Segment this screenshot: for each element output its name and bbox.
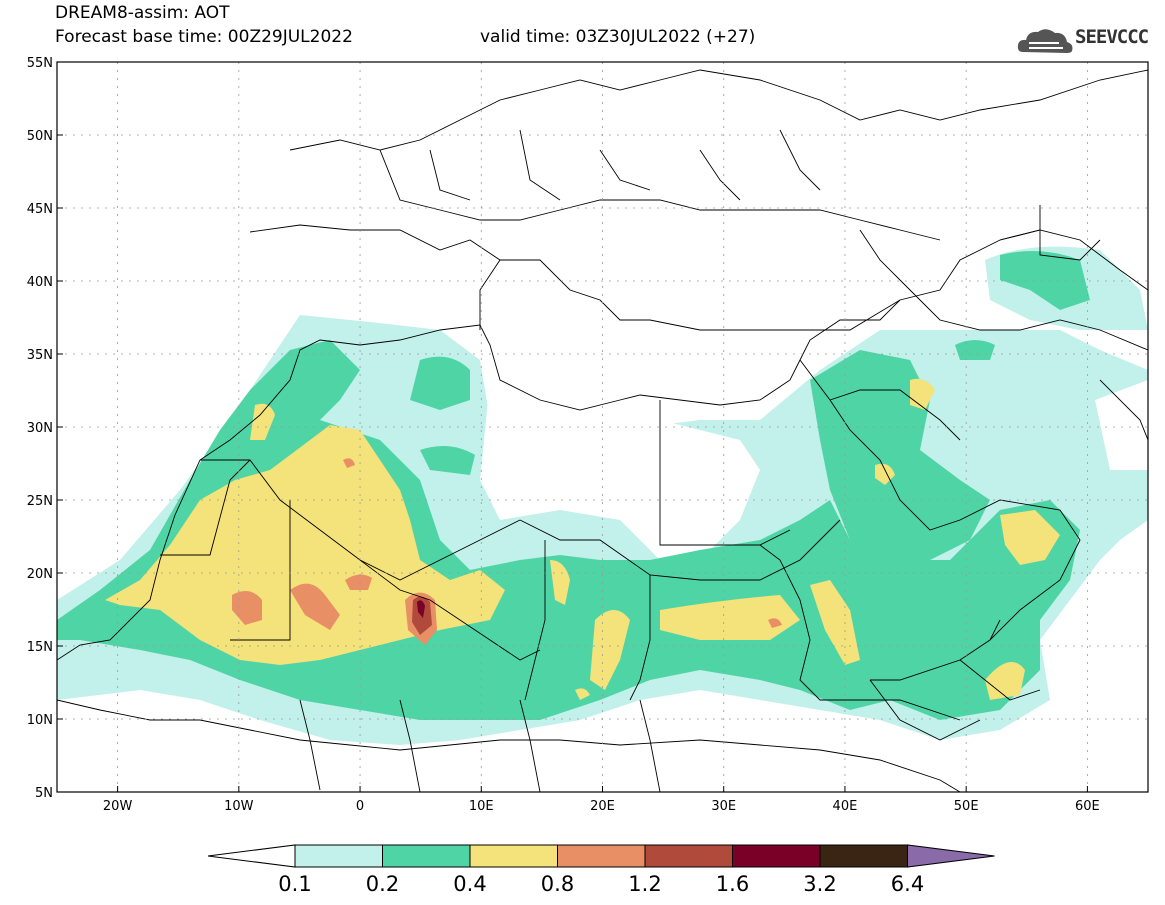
lat-label: 50N: [27, 129, 53, 144]
lon-label: 10E: [469, 799, 494, 814]
colorbar: 0.1 0.2 0.4 0.8 1.2 1.6 3.2 6.4: [207, 844, 995, 896]
lat-label: 5N: [35, 786, 53, 801]
colorbar-swatch: [382, 844, 471, 868]
aot-band-0.8: [232, 591, 262, 625]
colorbar-swatch: [557, 844, 646, 868]
colorbar-label: 0.2: [366, 872, 399, 896]
colorbar-min-arrow: [207, 844, 296, 868]
lon-label: 0: [356, 799, 364, 814]
colorbar-label: 3.2: [803, 872, 836, 896]
longitude-labels: 20W 10W 0 10E 20E 30E 40E 50E 60E: [103, 786, 1100, 814]
lat-label: 35N: [27, 348, 53, 363]
colorbar-label: 6.4: [891, 872, 924, 896]
valid-time: valid time: 03Z30JUL2022 (+27): [480, 27, 756, 47]
graticule: [57, 62, 1148, 792]
colorbar-swatch: [819, 844, 908, 868]
aot-band-1.6: [417, 600, 425, 618]
lon-label: 50E: [954, 799, 979, 814]
colorbar-swatch: [644, 844, 733, 868]
lat-label: 10N: [27, 713, 53, 728]
lat-label: 45N: [27, 202, 53, 217]
lon-label: 60E: [1075, 799, 1100, 814]
colorbar-label: 0.1: [278, 872, 311, 896]
lat-label: 55N: [27, 56, 53, 71]
colorbar-label: 1.2: [628, 872, 661, 896]
lat-label: 15N: [27, 640, 53, 655]
colorbar-label: 1.6: [716, 872, 749, 896]
aot-contours: [57, 246, 1148, 745]
lon-label: 10W: [224, 799, 254, 814]
colorbar-label: 0.8: [541, 872, 574, 896]
latitude-labels: 55N 50N 45N 40N 35N 30N 25N 20N 15N 10N 5N: [27, 56, 63, 801]
colorbar-label: 0.4: [453, 872, 486, 896]
colorbar-swatch: [732, 844, 821, 868]
lat-label: 30N: [27, 421, 53, 436]
map-title: DREAM8-assim: AOT: [55, 3, 230, 23]
lat-label: 25N: [27, 494, 53, 509]
lon-label: 20W: [103, 799, 133, 814]
colorbar-swatch: [469, 844, 558, 868]
forecast-base-time: Forecast base time: 00Z29JUL2022: [55, 27, 353, 47]
lon-label: 40E: [833, 799, 858, 814]
colorbar-swatch: [294, 844, 383, 868]
aot-band-0.4: [105, 425, 505, 665]
logo-text: SEEVCCC: [1075, 26, 1149, 48]
colorbar-max-arrow: [907, 844, 995, 868]
lat-label: 40N: [27, 275, 53, 290]
lon-label: 30E: [711, 799, 736, 814]
cloud-logo-icon: [1017, 29, 1073, 53]
lon-label: 20E: [590, 799, 615, 814]
lat-label: 20N: [27, 567, 53, 582]
